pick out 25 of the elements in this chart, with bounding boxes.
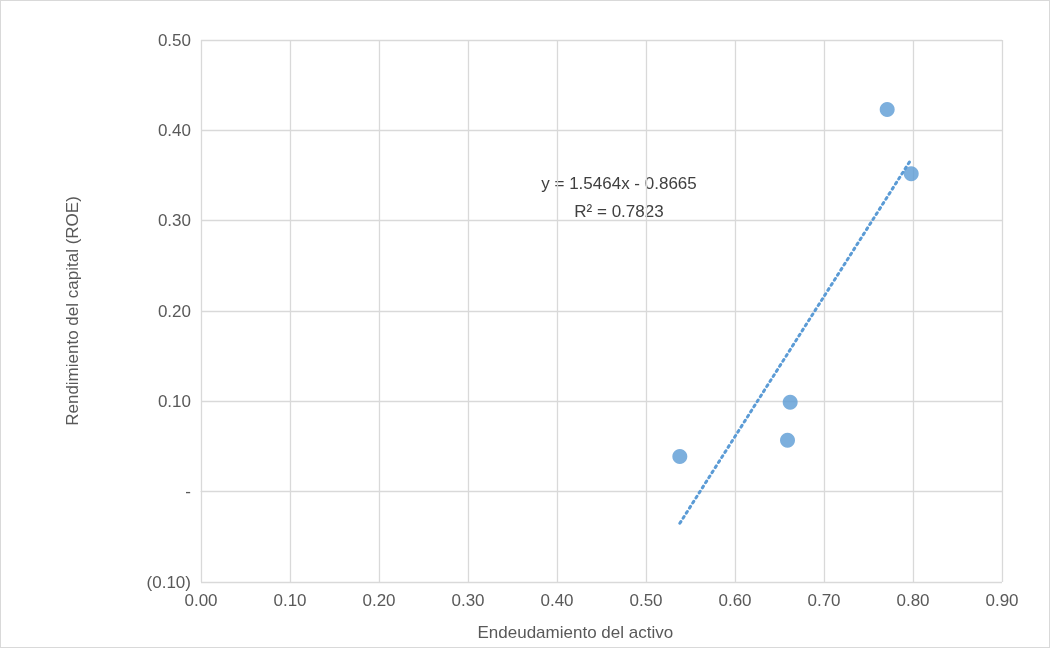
- y-tick-label: 0.20: [157, 301, 191, 321]
- x-axis-title: Endeudamiento del activo: [477, 623, 674, 642]
- point: [903, 166, 919, 182]
- x-tick-label: 0.40: [540, 591, 574, 610]
- x-tick-label: 0.80: [896, 591, 930, 610]
- x-tick-label: 0.20: [362, 591, 396, 610]
- y-tick-label: -: [185, 482, 191, 502]
- y-tick-label: 0.50: [157, 30, 191, 50]
- y-axis-title: Rendimiento del capital (ROE): [63, 196, 82, 426]
- x-tick-label: 0.70: [807, 591, 841, 610]
- point: [672, 448, 688, 464]
- point: [782, 394, 798, 410]
- y-tick-label: 0.40: [157, 120, 191, 140]
- y-tick-label: 0.30: [157, 211, 191, 231]
- y-tick-label: (0.10): [146, 572, 191, 592]
- x-tick-label: 0.90: [985, 591, 1019, 610]
- x-tick-label: 0.00: [184, 591, 218, 610]
- x-tick-label: 0.10: [273, 591, 307, 610]
- point: [879, 102, 895, 118]
- x-tick-label: 0.50: [629, 591, 663, 610]
- point: [780, 432, 796, 448]
- annotation: R² = 0.7823: [574, 201, 664, 221]
- x-tick-label: 0.30: [451, 591, 485, 610]
- x-tick-label: 0.60: [718, 591, 752, 610]
- y-tick-label: 0.10: [157, 391, 191, 411]
